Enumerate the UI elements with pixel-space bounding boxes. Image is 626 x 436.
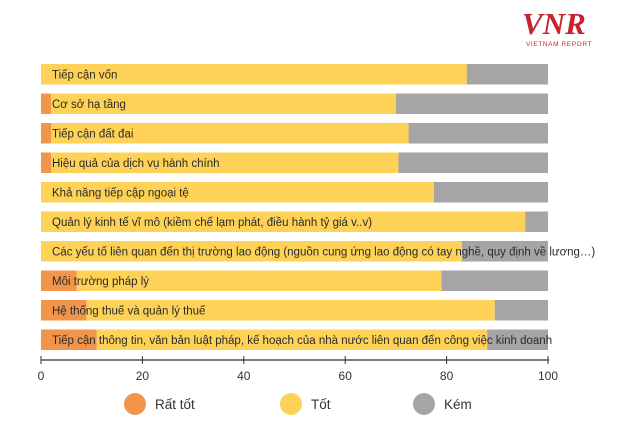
legend-label-2: Tốt — [311, 397, 331, 412]
logo-subtitle: VIETNAM REPORT — [526, 41, 592, 48]
bar-segment-2-row-10 — [96, 329, 488, 350]
bar-segment-2-row-4 — [51, 152, 399, 173]
bar-segment-3-row-2 — [395, 93, 548, 114]
x-axis: 0 20 40 60 80 100 — [38, 356, 558, 383]
legend-label-1: Rất tốt — [155, 397, 195, 412]
x-tick-label-3: 40 — [237, 369, 251, 383]
bar-segment-3-row-4 — [398, 152, 548, 173]
bar-segment-2-row-1 — [41, 64, 467, 85]
legend-swatch-3 — [413, 393, 435, 415]
bar-segment-3-row-9 — [494, 300, 548, 321]
bar-label-2: Cơ sở hạ tầng — [52, 99, 126, 111]
bar-segment-1-row-8 — [41, 270, 77, 291]
x-tick-label-1: 0 — [38, 369, 45, 383]
bar-label-7: Các yếu tố liên quan đến thị trường lao … — [52, 246, 595, 258]
bar-segment-2-row-7 — [41, 241, 462, 262]
bar-label-8: Môi trường pháp lý — [52, 276, 149, 288]
x-tick-label-6: 100 — [538, 369, 558, 383]
vietnam-report-logo: VNR VIETNAM REPORT — [522, 6, 592, 48]
bar-segment-3-row-7 — [461, 241, 548, 262]
bar-label-9: Hệ thống thuế và quản lý thuế — [52, 305, 206, 317]
bar-segment-3-row-3 — [408, 123, 548, 144]
bar-segment-2-row-2 — [51, 93, 396, 114]
bar-segment-3-row-10 — [487, 329, 548, 350]
bar-segment-2-row-9 — [86, 300, 495, 321]
bar-labels-layer: Tiếp cận vốn Cơ sở hạ tầng Tiếp cận đất đa… — [52, 69, 595, 347]
bar-label-3: Tiếp cận đất đai — [52, 128, 133, 140]
x-tick-label-4: 60 — [339, 369, 353, 383]
bar-segment-2-row-5 — [41, 182, 434, 203]
legend-swatch-2 — [280, 393, 302, 415]
bar-segment-2-row-8 — [76, 270, 442, 291]
bar-segment-2-row-6 — [41, 211, 526, 232]
bar-segment-1-row-3 — [41, 123, 52, 144]
bar-label-4: Hiệu quả của dịch vụ hành chính — [52, 158, 220, 170]
bar-segment-2-row-3 — [51, 123, 409, 144]
bar-label-10: Tiếp cận thông tin, văn bản luật pháp, k… — [52, 335, 552, 347]
bar-segment-1-row-10 — [41, 329, 97, 350]
legend-label-3: Kém — [444, 397, 472, 412]
logo-mark: VNR — [522, 6, 586, 41]
bars-layer — [41, 64, 548, 350]
bar-segment-1-row-4 — [41, 152, 52, 173]
bar-segment-3-row-6 — [525, 211, 548, 232]
x-tick-label-2: 20 — [136, 369, 150, 383]
bar-segment-1-row-2 — [41, 93, 52, 114]
bar-segment-3-row-8 — [441, 270, 548, 291]
legend-swatch-1 — [124, 393, 146, 415]
bar-label-6: Quản lý kinh tế vĩ mô (kiềm chế lạm phát… — [52, 217, 372, 229]
bar-segment-3-row-5 — [433, 182, 548, 203]
bar-label-5: Khả năng tiếp cập ngoại tệ — [52, 187, 189, 199]
x-tick-label-5: 80 — [440, 369, 454, 383]
bar-segment-1-row-9 — [41, 300, 87, 321]
legend: Rất tốt Tốt Kém — [124, 393, 472, 415]
bar-label-1: Tiếp cận vốn — [52, 69, 117, 81]
bar-segment-3-row-1 — [466, 64, 548, 85]
